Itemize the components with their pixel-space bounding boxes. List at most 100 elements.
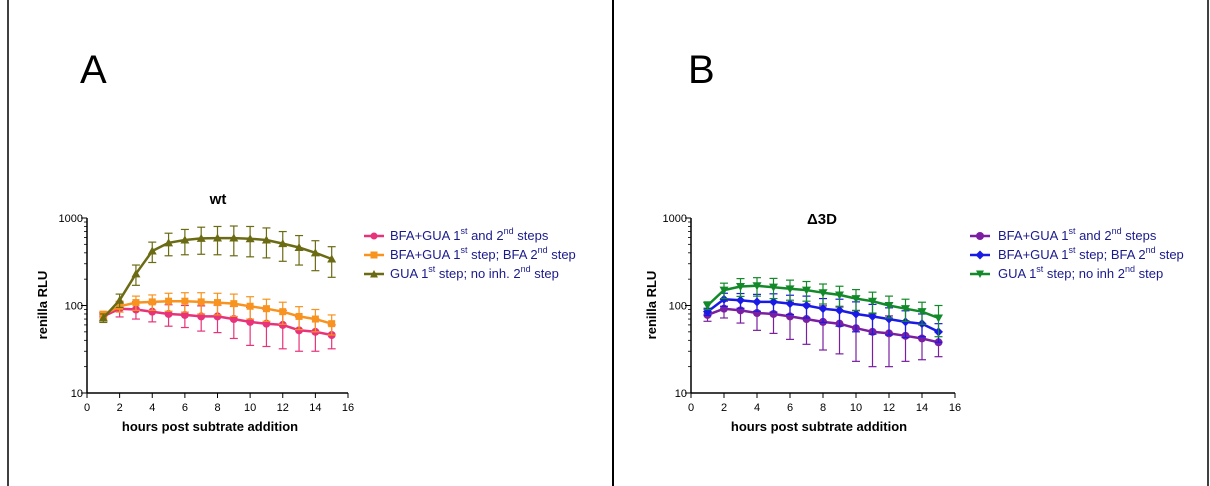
- legend-text-e: step: [1135, 266, 1163, 281]
- data-point: [802, 315, 811, 324]
- data-point: [213, 233, 222, 242]
- data-point: [818, 289, 828, 298]
- y-tick-label: 100: [669, 301, 687, 313]
- data-point: [901, 305, 910, 314]
- plot-area: 0 2 4 6 8 10 12 14 16 10 100 1000: [663, 213, 962, 414]
- data-point: [229, 233, 239, 242]
- data-point: [165, 297, 173, 305]
- x-tick-label: 8: [820, 402, 826, 414]
- legend-item: GUA 1st step; no inh. 2nd step: [364, 264, 559, 281]
- x-tick-label: 0: [84, 402, 90, 414]
- x-tick-label: 6: [787, 402, 793, 414]
- y-tick-label: 100: [65, 301, 83, 313]
- legend-text-c: step; BFA 2: [1075, 247, 1145, 262]
- legend-label: BFA+GUA 1st and 2nd steps: [390, 226, 549, 243]
- data-point: [736, 295, 745, 305]
- x-tick-label: 4: [754, 402, 760, 414]
- data-point: [261, 235, 271, 244]
- x-tick-label: 12: [883, 402, 895, 414]
- data-point: [180, 235, 190, 244]
- data-point: [278, 239, 288, 248]
- x-tick-label: 0: [688, 402, 694, 414]
- data-point: [147, 246, 157, 255]
- legend-label: GUA 1st step; no inh. 2nd step: [390, 264, 559, 281]
- data-point: [214, 299, 221, 307]
- legend-text-e: step: [548, 247, 576, 262]
- legend-sup-d: nd: [1125, 264, 1135, 274]
- legend-text-e: step: [531, 266, 559, 281]
- x-tick-label: 16: [342, 402, 354, 414]
- legend-label: BFA+GUA 1st step; BFA 2nd step: [998, 245, 1184, 262]
- data-series: [703, 277, 943, 338]
- data-point: [835, 305, 844, 315]
- data-point: [736, 282, 745, 291]
- data-point: [884, 302, 894, 310]
- x-tick-label: 12: [277, 402, 289, 414]
- legend-text-a: GUA 1: [390, 266, 428, 281]
- panel-letter: A: [80, 48, 107, 92]
- legend-sup-b: st: [428, 264, 436, 274]
- legend-text-e: step: [1156, 247, 1184, 262]
- data-point: [328, 320, 336, 328]
- y-tick-label: 10: [675, 388, 687, 400]
- data-point: [752, 297, 762, 307]
- data-point: [294, 243, 304, 252]
- data-series: [703, 292, 943, 343]
- data-series: [98, 225, 337, 324]
- legend-text-a: BFA+GUA 1: [998, 247, 1068, 262]
- data-point: [719, 286, 729, 295]
- data-point: [278, 320, 287, 329]
- legend-sup-b: st: [1068, 226, 1076, 236]
- x-tick-label: 10: [244, 402, 256, 414]
- legend-sup-b: st: [1036, 264, 1044, 274]
- data-point: [279, 308, 287, 316]
- data-point: [934, 314, 943, 323]
- legend-label: BFA+GUA 1st step; BFA 2nd step: [390, 245, 576, 262]
- data-point: [295, 312, 303, 320]
- chart-title: wt: [209, 191, 227, 208]
- legend-item: BFA+GUA 1st and 2nd steps: [970, 226, 1157, 243]
- x-tick-label: 4: [149, 402, 155, 414]
- legend-text-a: BFA+GUA 1: [998, 228, 1068, 243]
- panel-b: B Δ3D hours post subtrate addition renil…: [644, 48, 1184, 434]
- data-point: [115, 295, 125, 304]
- data-point: [802, 286, 811, 295]
- data-point: [835, 291, 844, 300]
- legend-text-a: BFA+GUA 1: [390, 247, 460, 262]
- legend-label: GUA 1st step; no inh 2nd step: [998, 264, 1163, 281]
- data-point: [311, 315, 319, 323]
- legend-marker: [975, 250, 985, 260]
- legend-sup-b: st: [1068, 245, 1076, 255]
- data-point: [246, 302, 254, 310]
- data-point: [310, 248, 320, 257]
- data-point: [132, 299, 140, 307]
- data-point: [98, 313, 108, 322]
- legend-item: BFA+GUA 1st step; BFA 2nd step: [364, 245, 576, 262]
- data-point: [752, 282, 762, 291]
- legend-marker: [976, 232, 984, 240]
- data-point: [802, 301, 811, 310]
- legend-text-e: steps: [1122, 228, 1157, 243]
- y-tick-label: 1000: [663, 213, 687, 225]
- legend-text-c: step; no inh. 2: [435, 266, 520, 281]
- plot-area: 0 2 4 6 8 10 12 14 16 10 100 1000: [59, 213, 355, 414]
- data-point: [131, 269, 141, 278]
- data-point: [917, 308, 927, 317]
- legend-item: BFA+GUA 1st step; BFA 2nd step: [970, 245, 1184, 262]
- x-axis-label: hours post subtrate addition: [122, 419, 298, 434]
- data-point: [769, 297, 778, 307]
- data-point: [181, 297, 189, 305]
- data-point: [327, 254, 337, 263]
- legend-text-c: and 2: [467, 228, 503, 243]
- x-tick-label: 10: [850, 402, 862, 414]
- data-point: [818, 304, 828, 314]
- legend-sup-d: nd: [538, 245, 548, 255]
- y-tick-label: 1000: [59, 213, 83, 225]
- legend-text-a: GUA 1: [998, 266, 1036, 281]
- x-tick-label: 2: [721, 402, 727, 414]
- panel-a: A wt hours post subtrate addition renill…: [35, 48, 576, 434]
- legend-sup-d: nd: [504, 226, 514, 236]
- data-point: [769, 283, 778, 292]
- data-point: [703, 302, 712, 310]
